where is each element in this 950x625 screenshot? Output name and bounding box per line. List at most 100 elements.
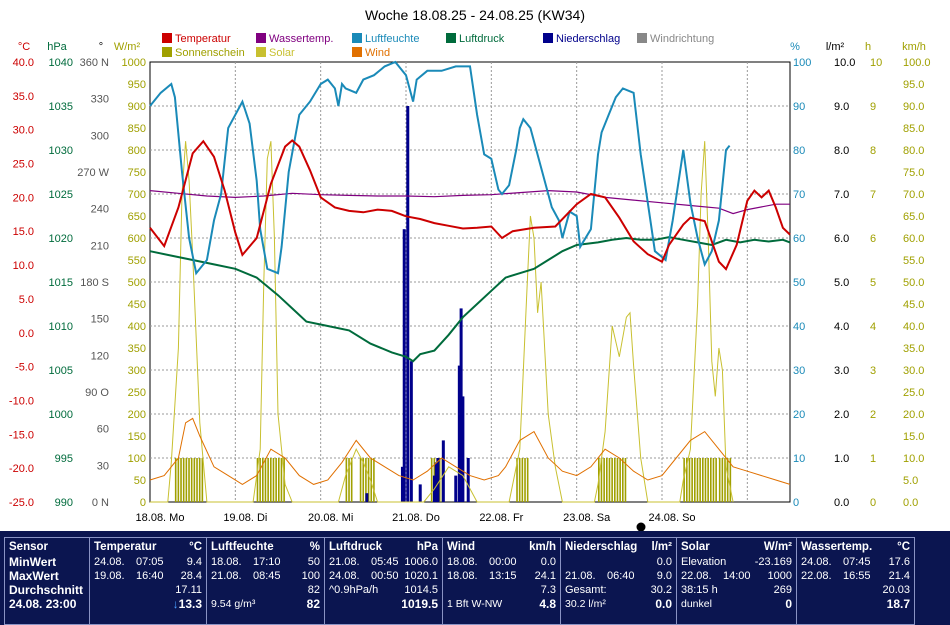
column-title: Luftdruck [329, 541, 383, 553]
row-date: 22.08. [801, 570, 832, 582]
direction-tick-label: 60 [97, 424, 109, 436]
x-tick-label: 21.08. Do [392, 512, 440, 524]
column-title: Niederschlag [565, 541, 638, 553]
table-row: 7.3 [447, 583, 556, 597]
direction-tick-label: 300 [91, 130, 109, 142]
direction-tick-label: 270 W [77, 167, 109, 179]
sunshine-bar [516, 458, 518, 502]
rain-tick-label: 10.0 [834, 57, 855, 69]
wind-tick-label: 80.0 [903, 145, 924, 157]
sunshine-bar [704, 458, 707, 502]
pressure-tick-label: 1025 [49, 189, 73, 201]
row-date: Gesamt: [565, 584, 607, 596]
table-row: 38:15 h 269 [681, 583, 792, 597]
humidity-tick-label: 0 [793, 497, 799, 509]
sunshine-bar [264, 458, 267, 502]
temp-tick-label: -20.0 [9, 463, 34, 475]
table-column: Solar W/m² Elevation -23.169 22.08. 14:00 1000… [676, 537, 797, 625]
column-unit: km/h [529, 541, 556, 553]
temp-tick-label: -25.0 [9, 497, 34, 509]
current-row: 18.7 [801, 597, 910, 611]
rain-bar [459, 308, 463, 502]
legend-swatch-solar [256, 47, 266, 57]
sunshine-bar [430, 458, 433, 502]
row-value: 1000 [767, 570, 792, 582]
rain-bar [454, 475, 458, 502]
sunshine-bar [715, 458, 717, 502]
column-header: Temperatur °C [94, 541, 202, 555]
table-row: Elevation -23.169 [681, 555, 792, 569]
row-time: 06:40 [607, 570, 635, 582]
row-value: 17.6 [888, 556, 910, 568]
legend-label-sunshine: Sonnenschein [175, 47, 245, 59]
pressure-tick-label: 1020 [49, 233, 73, 245]
legend-swatch-sunshine [162, 47, 172, 57]
series-line-pressure [149, 236, 791, 363]
row-value: 1014.5 [404, 584, 438, 596]
sunshine-bar [198, 458, 201, 502]
legend-swatch-pressure [446, 33, 456, 43]
rain-tick-label: 1.0 [834, 453, 849, 465]
sunshine-bar [518, 458, 521, 502]
sunshine-bar [201, 458, 204, 502]
unit-label: ° [99, 41, 103, 53]
solar-tick-label: 200 [128, 409, 146, 421]
row-time: 14:00 [723, 570, 751, 582]
rain-bar [406, 106, 410, 502]
pressure-tick-label: 995 [55, 453, 73, 465]
unit-label: W/m² [114, 41, 141, 53]
row-value: 21.4 [888, 570, 910, 582]
row-time: 13:15 [489, 570, 517, 582]
weather-chart: Woche 18.08.25 - 24.08.25 (KW34) Tempera… [9, 7, 931, 531]
sunshine-bar [726, 458, 729, 502]
legend-swatch-wind [352, 47, 362, 57]
temp-tick-label: 35.0 [13, 91, 34, 103]
sunshine-bar [362, 458, 365, 502]
hours-tick-label: 2 [870, 409, 876, 421]
table-row: Gesamt: 30.2 [565, 583, 672, 597]
wind-tick-label: 85.0 [903, 123, 924, 135]
table-column: Niederschlag l/m² 0.0 21.08. 06:40 9.0 Gesamt:… [560, 537, 677, 625]
pressure-tick-label: 1000 [49, 409, 73, 421]
wind-tick-label: 50.0 [903, 277, 924, 289]
row-time: 00:00 [489, 556, 517, 568]
wind-tick-label: 95.0 [903, 79, 924, 91]
rain-bar [436, 458, 440, 502]
row-value: 100 [301, 570, 320, 582]
sunshine-bar [256, 458, 259, 502]
table-row: 24.08. 07:45 17.6 [801, 555, 910, 569]
column-header: Niederschlag l/m² [565, 541, 672, 555]
series-line-humidity [149, 60, 731, 276]
series-line-solar [150, 141, 734, 503]
current-note: dunkel [681, 598, 712, 610]
current-value: 0 [785, 597, 792, 611]
solar-tick-label: 1000 [122, 57, 146, 69]
sunshine-bar [350, 458, 353, 502]
legend: Temperatur Wassertemp. Luftfeuchte Luftdruc… [162, 33, 714, 59]
row-value: 0.0 [656, 556, 672, 568]
x-tick-label: 20.08. Mi [308, 512, 353, 524]
column-header: Wassertemp. °C [801, 541, 910, 555]
table-column: Sensor MinWert MaxWert Durchschnitt 24.08. 2… [4, 537, 90, 625]
solar-tick-label: 600 [128, 233, 146, 245]
sunshine-bar [267, 458, 269, 502]
wind-tick-label: 0.0 [903, 497, 918, 509]
table-row: 22.08. 16:55 21.4 [801, 569, 910, 583]
humidity-tick-label: 100 [793, 57, 811, 69]
hours-tick-label: 5 [870, 277, 876, 289]
legend-swatch-humidity [352, 33, 362, 43]
hours-tick-label: 1 [870, 453, 876, 465]
temp-tick-label: 0.0 [19, 328, 34, 340]
direction-tick-label: 360 N [80, 57, 109, 69]
row-date: 18.08. [447, 556, 478, 568]
table-row: 17.11 [94, 583, 202, 597]
wind-tick-label: 55.0 [903, 255, 924, 267]
series-line-temperature [149, 139, 791, 271]
wind-tick-label: 40.0 [903, 321, 924, 333]
solar-tick-label: 850 [128, 123, 146, 135]
current-time: 24.08. 23:00 [9, 597, 77, 611]
sunshine-bar [718, 458, 721, 502]
column-title: Temperatur [94, 541, 157, 553]
legend-label-water: Wassertemp. [269, 33, 333, 45]
column-title: Wassertemp. [801, 541, 873, 553]
